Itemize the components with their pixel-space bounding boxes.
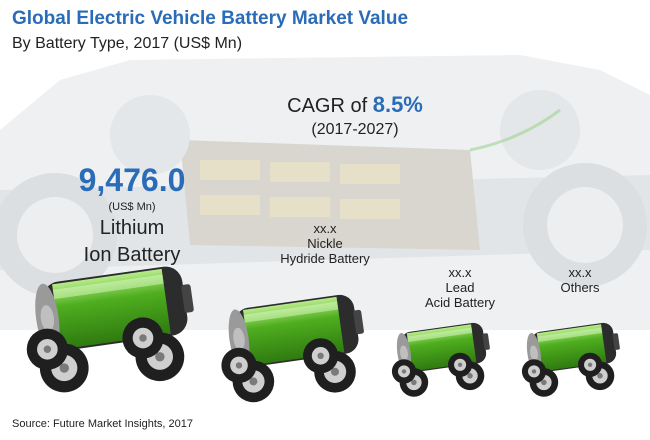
- data-label-value: xx.x: [448, 265, 472, 280]
- cagr-period: (2017-2027): [311, 121, 399, 138]
- battery-bar-others: [521, 322, 620, 397]
- source-note: Source: Future Market Insights, 2017: [12, 418, 193, 430]
- category-name-line: Lead: [445, 279, 475, 295]
- battery-bar-nickle-hydride-battery: [221, 294, 364, 403]
- data-label-unit: (US$ Mn): [108, 200, 156, 213]
- page-title: Global Electric Vehicle Battery Market V…: [12, 8, 409, 29]
- page-subtitle: By Battery Type, 2017 (US$ Mn): [12, 35, 243, 52]
- category-name-line: Ion Battery: [83, 244, 181, 267]
- cagr-callout: CAGR of 8.5% (2017-2027): [270, 92, 440, 139]
- category-name-line: Others: [560, 279, 600, 295]
- data-label-value: xx.x: [568, 265, 592, 280]
- category-name-line: Nickle: [307, 235, 343, 251]
- cagr-value: 8.5%: [372, 92, 423, 117]
- category-label-lithium-ion: 9,476.0 (US$ Mn) Lithium Ion Battery: [62, 162, 202, 267]
- category-name-line: Acid Battery: [424, 294, 496, 310]
- category-name-line: Lithium: [99, 217, 165, 240]
- battery-bar-lithium-ion-battery: [26, 266, 194, 393]
- category-label-nickle-hydride: xx.x Nickle Hydride Battery: [260, 221, 390, 267]
- battery-bar-lead-acid-battery: [391, 322, 490, 397]
- cagr-label: CAGR of: [287, 95, 368, 117]
- category-label-lead-acid: xx.x Lead Acid Battery: [410, 265, 510, 311]
- category-label-others: xx.x Others: [530, 265, 630, 296]
- category-name-line: Hydride Battery: [280, 250, 370, 266]
- data-label-value: 9,476.0: [78, 162, 186, 198]
- data-label-value: xx.x: [313, 221, 337, 236]
